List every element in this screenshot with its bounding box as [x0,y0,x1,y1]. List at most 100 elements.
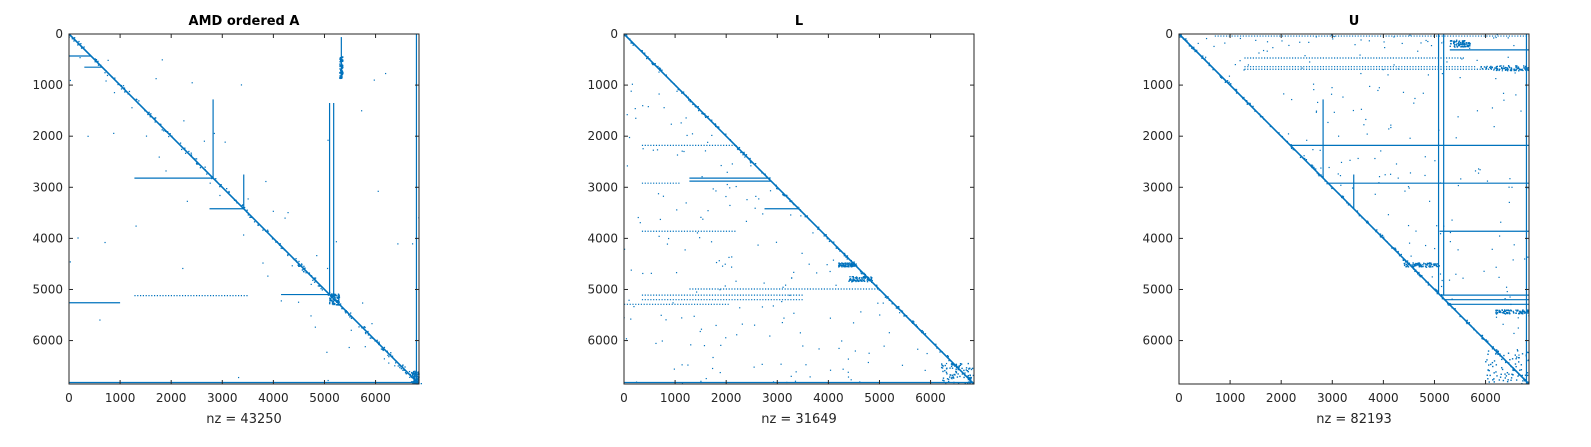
nonzero-cluster-point [1459,43,1461,46]
nonzero-point [1485,339,1487,341]
nonzero-cluster-point [340,63,343,66]
nonzero-cluster-point [942,379,944,382]
nonzero-point [754,162,757,165]
nonzero-point [399,364,401,366]
nonzero-point [1518,354,1520,356]
nonzero-cluster-point [340,71,342,74]
nonzero-point [700,328,703,330]
nonzero-cluster-point [952,364,954,366]
nonzero-cluster-point [1518,70,1520,72]
nonzero-point [652,149,654,151]
nonzero-cluster-point [1506,380,1509,383]
nonzero-cluster-point [412,370,415,373]
nonzero-cluster-point [1510,365,1512,368]
nonzero-point [799,209,802,211]
nonzero-point [628,136,631,139]
nonzero-point [799,332,801,334]
nonzero-cluster-point [1507,312,1509,315]
nonzero-point [1516,349,1518,351]
nonzero-point [241,204,243,207]
nonzero-cluster-point [1503,310,1505,313]
nonzero-cluster-point [1508,66,1510,68]
nonzero-point [711,367,714,370]
nonzero-point [1189,45,1191,47]
nonzero-point [681,92,683,94]
nonzero-point [964,372,966,374]
nonzero-point [690,344,692,346]
nonzero-cluster-point [951,367,954,369]
nonzero-cluster-point [1521,311,1523,313]
nonzero-point [280,247,282,249]
nonzero-point [692,103,694,106]
nonzero-point [77,44,79,46]
nonzero-point [1304,55,1306,57]
nonzero-cluster-point [1481,68,1484,70]
nonzero-point [1426,266,1428,268]
nonzero-point [1508,362,1510,364]
nonzero-point [1381,234,1383,237]
nonzero-cluster-point [415,370,418,373]
nonzero-cluster-point [1466,45,1469,48]
nonzero-point [1507,37,1509,39]
nonzero-point [158,156,160,158]
nonzero-point [718,260,720,262]
nonzero-cluster-point [1407,266,1410,268]
nonzero-cluster-point [856,277,859,279]
nonzero-cluster-point [1486,65,1488,68]
nonzero-point [761,172,763,174]
nonzero-cluster-point [1518,312,1520,315]
nonzero-cluster-point [955,372,957,374]
nonzero-point [1518,374,1520,376]
nonzero-cluster-point [1523,65,1525,67]
nonzero-point [1312,165,1314,167]
spy-plot-l: L nz = 31649 0 1000 2000 3000 4000 5000 600001… [587,14,975,427]
nonzero-cluster-point [1438,265,1440,267]
plot-title: L [795,14,803,29]
nonzero-cluster-point [1499,376,1502,378]
nonzero-point [707,210,709,212]
nonzero-cluster-point [1500,367,1503,369]
nonzero-point [315,280,317,283]
nonzero-cluster-point [1526,372,1529,374]
x-tick-label: 6000 [1470,391,1501,405]
nonzero-point [847,358,849,360]
nonzero-cluster-point [850,263,853,266]
nonzero-point [77,237,79,239]
nonzero-point [769,177,771,179]
nonzero-point [1331,187,1333,190]
nonzero-point [769,190,772,192]
nonzero-cluster-point [1463,45,1466,48]
nonzero-point [190,152,192,154]
nonzero-point [745,220,748,222]
nonzero-point [1497,353,1499,356]
nonzero-point [1418,271,1420,274]
nonzero-point [955,366,958,369]
nonzero-point [1359,54,1361,56]
nonzero-point [1461,58,1463,60]
nonzero-point [1242,97,1244,100]
nonzero-cluster-point [412,376,414,379]
nonzero-point [362,302,364,304]
y-tick-label: 3000 [587,180,618,194]
nonzero-cluster-point [1504,373,1506,375]
x-tick-label: 6000 [360,391,391,405]
nonzero-cluster-point [941,364,943,367]
nonzero-point [1457,249,1459,251]
nonzero-cluster-point [1413,263,1415,266]
nonzero-point [131,107,133,109]
nonzero-cluster-point [940,366,943,369]
nonzero-cluster-point [844,266,846,268]
nonzero-point [367,330,369,333]
nonzero-point [404,371,407,374]
nonzero-point [1427,40,1429,43]
nonzero-point [1446,302,1449,305]
nonzero-point [372,337,374,339]
nonzero-point [1252,105,1254,108]
nonzero-cluster-point [1434,264,1436,267]
nonzero-point [267,230,269,232]
nonzero-cluster-point [340,73,342,75]
nonzero-point [829,369,832,371]
nonzero-cluster-point [1433,263,1435,265]
nonzero-point [1347,204,1350,206]
nonzero-cluster-point [852,280,854,282]
